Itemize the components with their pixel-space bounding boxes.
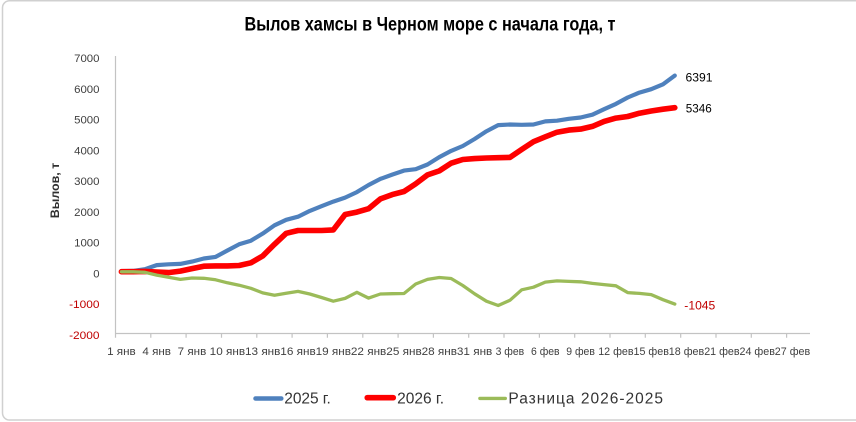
svg-text:9 фев: 9 фев: [566, 346, 595, 358]
svg-text:Вылов хамсы в Черном море с на: Вылов хамсы в Черном море с начала года,…: [245, 13, 616, 35]
svg-text:4 янв: 4 янв: [142, 346, 171, 358]
svg-text:28 янв: 28 янв: [422, 346, 457, 358]
svg-text:13 янв: 13 янв: [245, 346, 280, 358]
svg-text:10 янв: 10 янв: [210, 346, 245, 358]
svg-text:18 фев: 18 фев: [669, 346, 704, 358]
svg-text:2025 г.: 2025 г.: [284, 390, 331, 407]
svg-text:2000: 2000: [74, 207, 99, 219]
svg-text:1 янв: 1 янв: [107, 346, 136, 358]
svg-text:12 фев: 12 фев: [598, 346, 633, 358]
svg-text:3 фев: 3 фев: [496, 346, 525, 358]
svg-text:16 янв: 16 янв: [280, 346, 315, 358]
svg-text:Разница 2026-2025: Разница 2026-2025: [508, 390, 663, 407]
svg-text:0: 0: [93, 268, 99, 280]
svg-text:6391: 6391: [686, 72, 713, 85]
svg-text:-1045: -1045: [684, 299, 716, 312]
svg-text:22 янв: 22 янв: [351, 346, 386, 358]
svg-text:7 янв: 7 янв: [178, 346, 207, 358]
svg-text:21 фев: 21 фев: [704, 346, 739, 358]
svg-text:5000: 5000: [74, 115, 99, 127]
svg-text:-1000: -1000: [69, 299, 99, 311]
svg-text:19 янв: 19 янв: [316, 346, 351, 358]
svg-text:4000: 4000: [74, 145, 99, 157]
svg-text:7000: 7000: [74, 53, 99, 65]
svg-text:15 фев: 15 фев: [634, 346, 669, 358]
svg-text:6000: 6000: [74, 84, 99, 96]
svg-text:5346: 5346: [686, 103, 712, 116]
svg-text:31 янв: 31 янв: [457, 346, 492, 358]
svg-text:-2000: -2000: [69, 330, 99, 342]
svg-text:1000: 1000: [74, 238, 99, 250]
svg-text:25 янв: 25 янв: [386, 346, 421, 358]
svg-text:24 фев: 24 фев: [740, 346, 775, 358]
svg-text:6 фев: 6 фев: [531, 346, 560, 358]
svg-text:27 фев: 27 фев: [775, 346, 810, 358]
svg-text:2026 г.: 2026 г.: [397, 390, 444, 407]
svg-text:3000: 3000: [74, 176, 99, 188]
svg-text:Вылов, т: Вылов, т: [48, 163, 62, 218]
